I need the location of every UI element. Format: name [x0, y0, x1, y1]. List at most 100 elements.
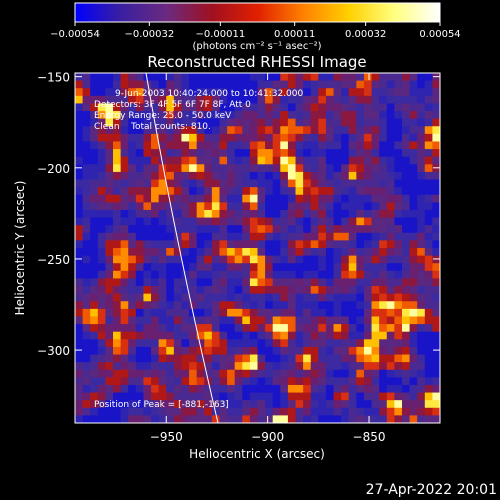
heatmap-cell — [371, 392, 380, 401]
heatmap-cell — [341, 187, 350, 196]
heatmap-cell — [219, 95, 228, 104]
heatmap-cell — [409, 400, 418, 409]
heatmap-cell — [333, 331, 342, 340]
heatmap-cell — [303, 194, 312, 203]
heatmap-cell — [356, 308, 365, 317]
heatmap-cell — [265, 263, 274, 272]
heatmap-cell — [219, 194, 228, 203]
heatmap-cell — [234, 73, 243, 82]
heatmap-cell — [181, 301, 190, 310]
heatmap-cell — [280, 392, 289, 401]
heatmap-cell — [432, 407, 440, 416]
heatmap-cell — [242, 209, 251, 219]
heatmap-cell — [75, 133, 84, 142]
heatmap-cell — [227, 384, 236, 394]
heatmap-cell — [424, 324, 433, 333]
heatmap-cell — [135, 225, 144, 234]
y-tick-label: −200 — [37, 162, 70, 176]
heatmap-cell — [105, 149, 114, 158]
heatmap-cell — [211, 270, 220, 279]
heatmap-cell — [424, 194, 433, 203]
heatmap-cell — [379, 255, 388, 264]
heatmap-cell — [234, 194, 243, 203]
heatmap-cell — [135, 293, 144, 302]
heatmap-cell — [128, 377, 137, 386]
heatmap-cell — [227, 278, 236, 287]
heatmap-cell — [128, 103, 137, 112]
heatmap-cell — [90, 362, 99, 371]
heatmap-cell — [204, 80, 213, 89]
heatmap-cell — [128, 415, 137, 423]
heatmap-cell — [158, 225, 167, 234]
heatmap-cell — [356, 232, 365, 241]
heatmap-cell — [348, 164, 357, 173]
heatmap-cell — [386, 255, 395, 264]
heatmap-cell — [211, 240, 220, 249]
heatmap-cell — [135, 377, 144, 386]
heatmap-cell — [75, 194, 84, 203]
heatmap-cell — [417, 270, 426, 279]
heatmap-cell — [363, 324, 373, 333]
heatmap-cell — [196, 384, 205, 394]
heatmap-cell — [303, 126, 312, 135]
heatmap-cell — [173, 240, 182, 249]
heatmap-cell — [363, 263, 373, 272]
heatmap-cell — [82, 255, 91, 264]
heatmap-cell — [158, 171, 167, 181]
heatmap-cell — [113, 293, 122, 302]
heatmap-cell — [348, 301, 357, 310]
heatmap-cell — [280, 225, 289, 234]
heatmap-cell — [386, 103, 395, 112]
heatmap-cell — [401, 377, 411, 386]
heatmap-cell — [348, 384, 357, 394]
heatmap-cell — [386, 88, 395, 97]
heatmap-cell — [348, 354, 357, 363]
heatmap-cell — [90, 270, 99, 279]
heatmap-cell — [333, 384, 342, 394]
heatmap-cell — [249, 202, 258, 211]
plot-frame — [74, 72, 441, 424]
heatmap-cell — [135, 126, 144, 135]
heatmap-cell — [196, 149, 205, 158]
heatmap-cell — [242, 377, 251, 386]
heatmap-cell — [75, 209, 84, 219]
heatmap-cell — [280, 156, 289, 165]
heatmap-cell — [310, 316, 319, 325]
heatmap-cell — [401, 73, 411, 82]
heatmap-cell — [379, 73, 388, 82]
heatmap-cell — [196, 80, 205, 89]
heatmap-cell — [295, 187, 304, 196]
heatmap-cell — [287, 255, 297, 264]
heatmap-cell — [113, 248, 122, 257]
heatmap-cell — [333, 369, 342, 378]
heatmap-cell — [151, 278, 160, 287]
heatmap-cell — [265, 171, 274, 181]
heatmap-cell — [135, 95, 144, 104]
heatmap-cell — [181, 202, 190, 211]
heatmap-cell — [409, 141, 418, 150]
heatmap-cell — [158, 240, 167, 249]
heatmap-cell — [257, 88, 266, 97]
heatmap-cell — [363, 339, 373, 348]
heatmap-cell — [128, 301, 137, 310]
heatmap-cell — [105, 95, 114, 104]
heatmap-cell — [379, 278, 388, 287]
heatmap-cell — [287, 316, 297, 325]
heatmap-cell — [135, 187, 144, 196]
heatmap-cell — [135, 103, 144, 112]
heatmap-cell — [82, 118, 91, 127]
heatmap-cell — [287, 369, 297, 378]
heatmap-cell — [211, 369, 220, 378]
heatmap-cell — [105, 415, 114, 423]
heatmap-cell — [341, 133, 350, 142]
heatmap-cell — [287, 301, 297, 310]
heatmap-cell — [227, 111, 236, 120]
heatmap-cell — [158, 73, 167, 82]
heatmap-cell — [90, 263, 99, 272]
heatmap-cell — [242, 293, 251, 302]
heatmap-cell — [341, 415, 350, 423]
heatmap-cell — [189, 141, 198, 150]
heatmap-cell — [424, 149, 433, 158]
heatmap-cell — [417, 133, 426, 142]
heatmap-cell — [363, 377, 373, 386]
